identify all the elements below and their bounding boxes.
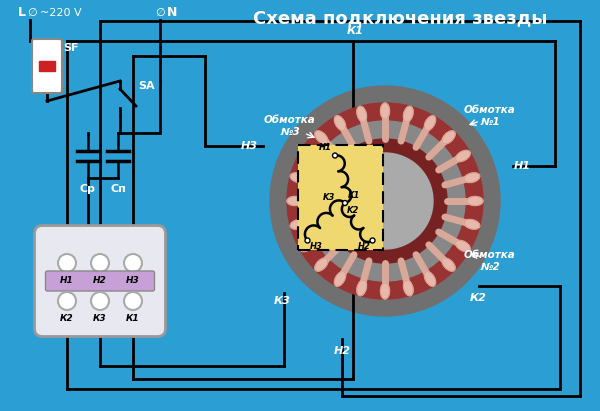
Ellipse shape <box>424 116 436 130</box>
Text: К2: К2 <box>470 293 487 303</box>
Text: Н3: Н3 <box>241 141 258 151</box>
Circle shape <box>124 254 142 272</box>
Ellipse shape <box>290 173 306 182</box>
Circle shape <box>91 254 109 272</box>
Ellipse shape <box>455 150 470 162</box>
Circle shape <box>343 201 347 206</box>
Circle shape <box>58 254 76 272</box>
Ellipse shape <box>300 150 314 162</box>
Text: ∅: ∅ <box>27 8 37 18</box>
Circle shape <box>370 238 375 243</box>
Ellipse shape <box>337 153 433 249</box>
Ellipse shape <box>403 280 413 296</box>
Ellipse shape <box>380 283 389 299</box>
Text: K1: K1 <box>348 191 361 200</box>
Text: N: N <box>167 6 178 19</box>
Text: К3: К3 <box>93 314 107 323</box>
Text: Н2: Н2 <box>334 346 350 356</box>
Ellipse shape <box>334 272 346 286</box>
Text: Схема подключения звезды: Схема подключения звезды <box>253 9 547 27</box>
Text: ∅: ∅ <box>155 8 165 18</box>
Text: К1: К1 <box>126 314 140 323</box>
Text: Н1: Н1 <box>60 276 74 285</box>
Text: К1: К1 <box>347 26 364 36</box>
Text: Обмотка
№3: Обмотка №3 <box>264 115 316 137</box>
Text: Н1: Н1 <box>514 161 531 171</box>
Text: SF: SF <box>63 43 79 53</box>
Ellipse shape <box>287 196 303 206</box>
Ellipse shape <box>357 280 367 296</box>
Ellipse shape <box>464 219 480 229</box>
FancyBboxPatch shape <box>32 39 62 93</box>
Ellipse shape <box>357 106 367 122</box>
Bar <box>39 61 55 71</box>
Ellipse shape <box>464 173 480 182</box>
Text: Сп: Сп <box>110 184 126 194</box>
Ellipse shape <box>287 103 483 299</box>
FancyBboxPatch shape <box>35 226 166 337</box>
Text: К3: К3 <box>274 296 290 306</box>
Ellipse shape <box>270 86 500 316</box>
Text: К2: К2 <box>60 314 74 323</box>
Circle shape <box>332 153 337 158</box>
Ellipse shape <box>380 103 389 119</box>
Ellipse shape <box>442 131 455 144</box>
Text: Обмотка
№1: Обмотка №1 <box>464 105 516 127</box>
Ellipse shape <box>403 106 413 122</box>
Text: ~220 V: ~220 V <box>40 8 82 18</box>
Ellipse shape <box>455 240 470 252</box>
Circle shape <box>124 292 142 310</box>
Ellipse shape <box>323 139 447 263</box>
Text: L: L <box>18 6 26 19</box>
Ellipse shape <box>442 258 455 271</box>
Ellipse shape <box>290 219 306 229</box>
Text: H2: H2 <box>358 242 371 250</box>
Text: Обмотка
№2: Обмотка №2 <box>464 250 516 272</box>
Text: Ср: Ср <box>80 184 96 194</box>
Text: K2: K2 <box>347 206 359 215</box>
Ellipse shape <box>305 121 465 281</box>
Ellipse shape <box>315 258 328 271</box>
Circle shape <box>58 292 76 310</box>
Ellipse shape <box>315 131 328 144</box>
Ellipse shape <box>467 196 483 206</box>
FancyBboxPatch shape <box>46 271 155 291</box>
Text: SA: SA <box>138 81 155 91</box>
Text: K3: K3 <box>323 193 335 202</box>
Text: H3: H3 <box>310 242 322 250</box>
FancyBboxPatch shape <box>298 145 383 250</box>
Circle shape <box>91 292 109 310</box>
Ellipse shape <box>300 240 314 252</box>
Text: Н2: Н2 <box>93 276 107 285</box>
Ellipse shape <box>334 116 346 130</box>
Ellipse shape <box>424 272 436 286</box>
Text: Н3: Н3 <box>126 276 140 285</box>
Text: H1: H1 <box>319 143 332 152</box>
Circle shape <box>305 238 310 243</box>
